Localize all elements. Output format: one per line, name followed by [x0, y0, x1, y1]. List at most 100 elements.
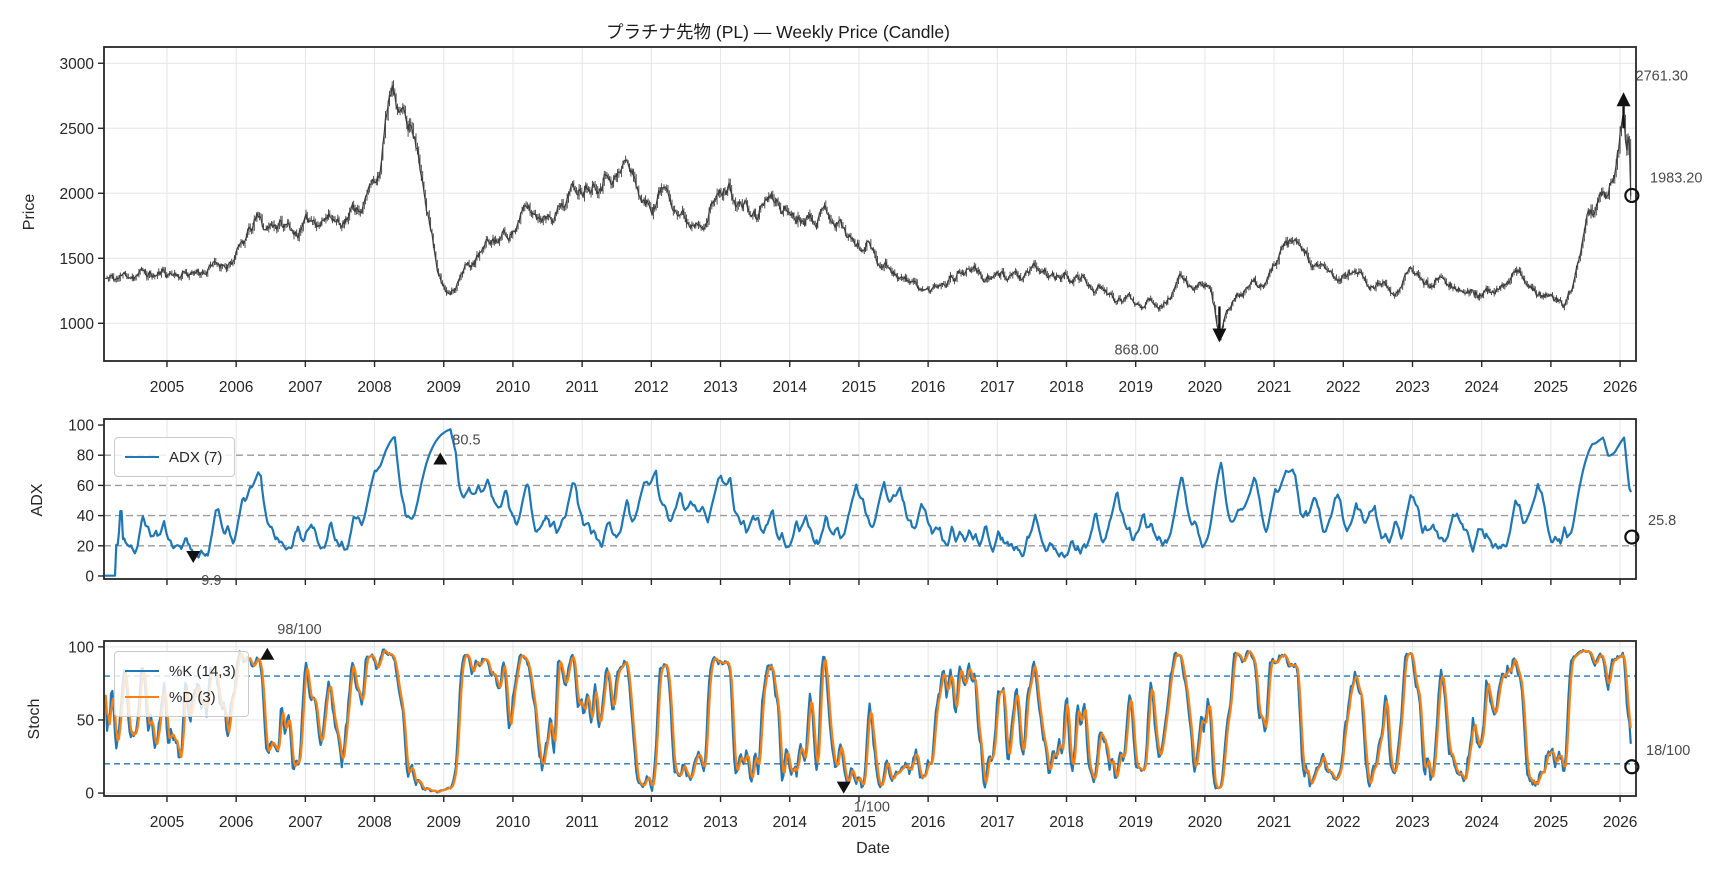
price-ytick-label: 1500: [60, 251, 95, 268]
xtick-label-2013: 2013: [703, 814, 737, 831]
xtick-label-2009: 2009: [427, 814, 461, 831]
legend-item-adx: ADX (7): [125, 444, 222, 470]
xtick-label-2025: 2025: [1534, 814, 1568, 831]
xtick-label-2017: 2017: [980, 379, 1014, 396]
chart-title: プラチナ先物 (PL) — Weekly Price (Candle): [606, 22, 950, 42]
xtick-label-2015: 2015: [842, 814, 876, 831]
xtick-label-2018: 2018: [1049, 379, 1083, 396]
date-axis-label: Date: [856, 840, 890, 857]
stoch-annotation-marker: [1624, 759, 1640, 775]
xtick-label-2006: 2006: [219, 814, 253, 831]
adx-ytick-label: 100: [68, 418, 94, 435]
stoch-ytick-label: 0: [85, 786, 94, 803]
stoch-legend: %K (14,3) %D (3): [114, 651, 249, 717]
adx-panel: 0 20 40 60 80 100 80.5 9.9 25.8: [68, 418, 1676, 589]
xtick-label-2019: 2019: [1118, 814, 1152, 831]
xtick-label-2007: 2007: [288, 814, 322, 831]
price-annotation-marker: [1212, 306, 1227, 343]
adx-annotation-label: 80.5: [452, 432, 480, 448]
adx-legend: ADX (7): [114, 437, 236, 477]
adx-ytick-label: 40: [77, 508, 95, 525]
stoch-k-swatch: [125, 670, 159, 672]
price-annotation-label: 1983.20: [1650, 170, 1702, 186]
stoch-ytick-label: 100: [68, 639, 94, 656]
adx-spine: [103, 418, 1637, 580]
stoch-annotation-label: 18/100: [1646, 743, 1690, 759]
price-annotation-marker: [1624, 187, 1640, 204]
price-spine: [103, 46, 1637, 362]
legend-item-k: %K (14,3): [125, 658, 236, 684]
adx-annotation-label: 25.8: [1648, 513, 1676, 529]
xtick-label-2006: 2006: [219, 379, 253, 396]
stoch-d-swatch: [125, 696, 159, 698]
xtick-label-2016: 2016: [911, 814, 945, 831]
stoch-annotation-label: 1/100: [854, 800, 890, 816]
xtick-label-2008: 2008: [357, 379, 391, 396]
xtick-label-2021: 2021: [1257, 379, 1291, 396]
price-ytick-label: 1000: [60, 316, 95, 333]
stoch-k-legend-label: %K (14,3): [169, 662, 236, 680]
stoch-d-line: [104, 649, 1632, 793]
stoch-spine: [103, 640, 1637, 797]
xtick-label-2023: 2023: [1395, 814, 1429, 831]
xtick-label-2013: 2013: [703, 379, 737, 396]
xtick-label-2007: 2007: [288, 379, 322, 396]
price-annotation-label: 868.00: [1114, 342, 1158, 358]
price-ytick-label: 2000: [60, 186, 95, 203]
stoch-ytick-label: 50: [77, 712, 95, 729]
adx-ytick-label: 80: [77, 448, 95, 465]
xtick-label-2017: 2017: [980, 814, 1014, 831]
xtick-label-2012: 2012: [634, 379, 668, 396]
xtick-label-2022: 2022: [1326, 379, 1360, 396]
xtick-label-2016: 2016: [911, 379, 945, 396]
stoch-panel: 0 50 100 2005 2006 2007 2008 2009 2010 2011 2012 20…: [68, 622, 1690, 831]
xtick-label-2012: 2012: [634, 814, 668, 831]
xtick-label-2025: 2025: [1534, 379, 1568, 396]
xtick-label-2015: 2015: [842, 379, 876, 396]
stoch-annotation-marker: [836, 781, 851, 794]
xtick-label-2023: 2023: [1395, 379, 1429, 396]
adx-ytick-label: 0: [85, 568, 94, 585]
xtick-label-2014: 2014: [772, 814, 807, 831]
price-annotation-label: 2761.30: [1636, 68, 1688, 84]
xtick-label-2022: 2022: [1326, 814, 1360, 831]
adx-ytick-label: 60: [77, 478, 95, 495]
price-ytick-label: 3000: [60, 56, 95, 73]
adx-ytick-label: 20: [77, 538, 95, 555]
xtick-label-2026: 2026: [1603, 814, 1637, 831]
legend-item-d: %D (3): [125, 684, 236, 710]
adx-annotation-marker: [186, 551, 201, 564]
xtick-label-2011: 2011: [565, 814, 598, 831]
xtick-label-2010: 2010: [496, 379, 531, 396]
xtick-label-2024: 2024: [1464, 379, 1499, 396]
xtick-label-2014: 2014: [772, 379, 807, 396]
price-annotation-marker: [1616, 92, 1631, 129]
xtick-label-2010: 2010: [496, 814, 531, 831]
xtick-label-2021: 2021: [1257, 814, 1291, 831]
adx-annotation-marker: [1624, 529, 1640, 545]
xtick-label-2019: 2019: [1118, 379, 1152, 396]
stoch-d-legend-label: %D (3): [169, 688, 216, 706]
xtick-label-2008: 2008: [357, 814, 391, 831]
xtick-label-2024: 2024: [1464, 814, 1499, 831]
adx-line-swatch: [125, 456, 159, 458]
xtick-label-2026: 2026: [1603, 379, 1637, 396]
xtick-label-2020: 2020: [1188, 814, 1223, 831]
xtick-label-2018: 2018: [1049, 814, 1083, 831]
stoch-annotation-marker: [260, 647, 275, 660]
xtick-label-2009: 2009: [427, 379, 461, 396]
adx-line: [104, 428, 1632, 577]
adx-legend-label: ADX (7): [169, 448, 223, 466]
price-close-line: [105, 84, 1632, 340]
adx-annotation-label: 9.9: [201, 573, 221, 589]
stoch-annotation-label: 98/100: [277, 622, 321, 638]
price-candle-wicks: [105, 80, 1632, 341]
adx-annotation-marker: [433, 452, 448, 465]
xtick-label-2020: 2020: [1188, 379, 1223, 396]
xtick-label-2005: 2005: [150, 379, 184, 396]
price-ytick-label: 2500: [60, 121, 95, 138]
xtick-label-2011: 2011: [565, 379, 598, 396]
xtick-label-2005: 2005: [150, 814, 184, 831]
